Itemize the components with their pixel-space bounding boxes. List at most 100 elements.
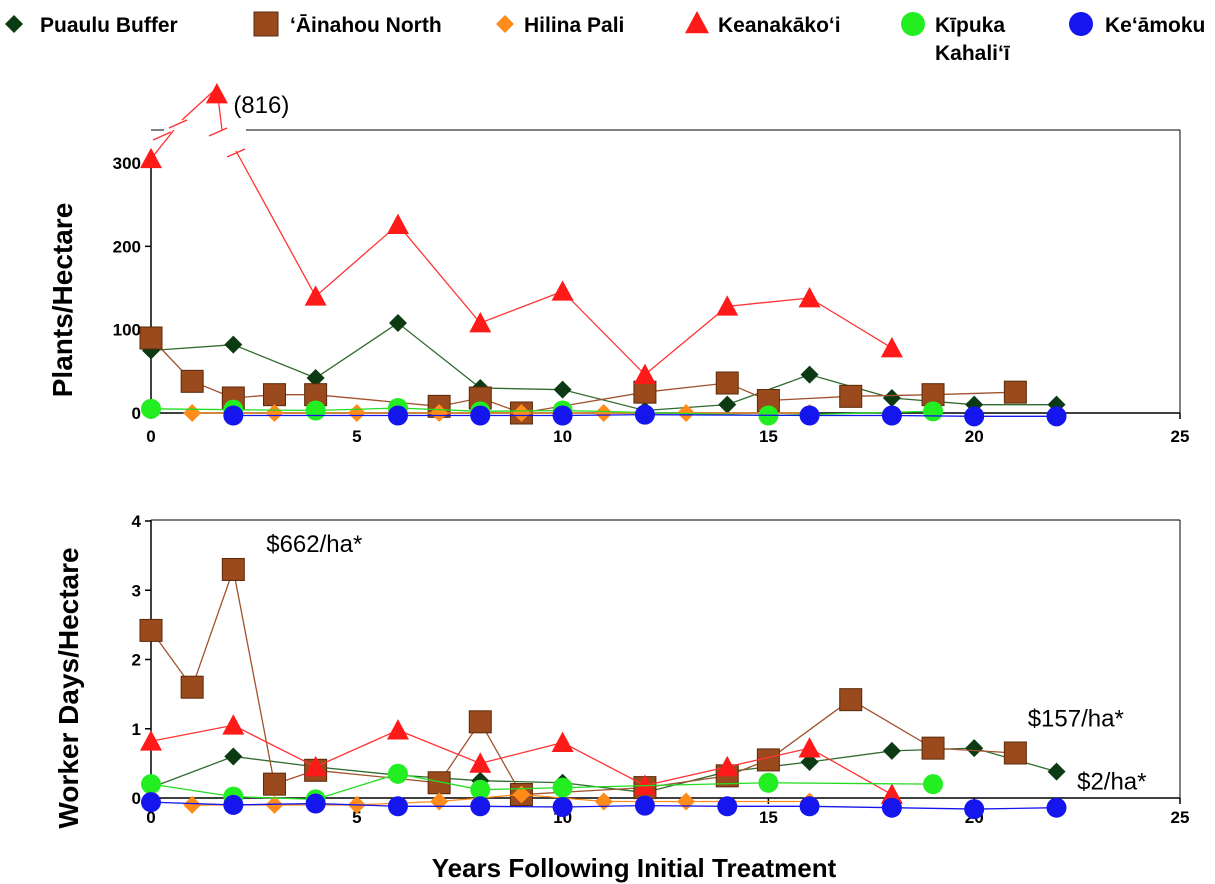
- puaulu-legend-marker: [5, 15, 23, 33]
- series-line: [192, 793, 810, 806]
- data-point: [306, 369, 325, 387]
- series-keamoku: [223, 404, 1067, 427]
- y-tick-label: 1: [132, 720, 141, 739]
- data-point: [964, 406, 985, 427]
- data-point: [880, 337, 903, 358]
- keanakakoi-legend-marker: [685, 11, 709, 34]
- legend-label: ‘Āinahou North: [290, 14, 442, 37]
- data-point: [221, 557, 245, 581]
- data-point: [552, 797, 573, 818]
- data-point: [139, 326, 163, 350]
- data-point: [139, 618, 163, 642]
- data-point: [222, 714, 245, 735]
- axis-break-mark: [168, 119, 188, 129]
- data-point: [141, 398, 161, 419]
- data-point: [717, 796, 738, 817]
- data-point: [223, 794, 244, 815]
- data-point: [512, 404, 531, 422]
- data-point: [1046, 797, 1067, 818]
- data-point: [183, 795, 202, 814]
- data-point: [180, 675, 204, 699]
- axis-break-mark: [152, 131, 172, 141]
- y-tick-label: 4: [132, 512, 142, 531]
- data-point: [633, 380, 657, 404]
- data-point: [470, 779, 491, 800]
- data-point: [304, 755, 327, 777]
- data-point: [633, 774, 656, 795]
- data-point: [512, 785, 531, 804]
- legend-item-kipuka: Kīpuka Kahali‘ī: [901, 12, 1011, 65]
- series-line: [150, 322, 1057, 412]
- legend: Puaulu Buffer ‘Āinahou North Hilina Pali Ke…: [5, 11, 1205, 65]
- data-point: [964, 799, 985, 820]
- x-tick-label: 25: [1171, 808, 1190, 827]
- x-tick-label: 15: [759, 808, 778, 827]
- series-keanakakoi: [140, 714, 903, 804]
- legend-label: Ke‘āmoku: [1105, 14, 1205, 37]
- legend-label: Hilina Pali: [524, 14, 624, 37]
- data-point: [387, 405, 408, 426]
- series-keanakakoi: [140, 83, 903, 385]
- y-tick-label: 3: [132, 581, 141, 600]
- x-tick-label: 10: [553, 427, 572, 446]
- legend-item-puaulu: Puaulu Buffer: [5, 14, 178, 37]
- data-point: [756, 748, 780, 772]
- data-point: [223, 405, 244, 426]
- data-point: [1046, 406, 1067, 427]
- y-tick-label: 0: [132, 789, 141, 808]
- legend-item-hilina: Hilina Pali: [496, 14, 624, 37]
- data-point: [881, 405, 902, 426]
- data-point: [305, 793, 326, 814]
- data-point: [799, 796, 820, 817]
- x-tick-label: 25: [1171, 427, 1190, 446]
- data-point: [387, 763, 408, 784]
- data-point: [224, 747, 243, 766]
- y-tick-label: 100: [113, 321, 141, 340]
- data-point: [881, 797, 902, 818]
- data-point: [304, 285, 327, 306]
- series-line: [150, 724, 893, 796]
- data-point: [430, 792, 449, 811]
- data-point: [262, 772, 286, 796]
- x-tick-label: 5: [352, 427, 361, 446]
- data-point: [469, 752, 492, 773]
- data-point: [1047, 762, 1066, 781]
- data-point: [347, 404, 366, 422]
- data-point: [386, 719, 409, 740]
- data-point: [183, 404, 202, 422]
- series-keamoku: [141, 792, 1067, 820]
- data-point: [758, 772, 779, 793]
- data-point: [551, 280, 574, 301]
- legend-label: Kīpuka: [935, 14, 1005, 37]
- data-point: [140, 147, 162, 169]
- data-point: [923, 774, 944, 795]
- legend-label: Keanakāko‘i: [718, 14, 841, 37]
- data-point: [798, 287, 821, 308]
- series-ainahou: [139, 557, 1027, 807]
- data-point: [551, 731, 574, 752]
- y-tick-label: 0: [132, 404, 141, 423]
- axis-break-mark: [226, 148, 246, 158]
- data-point: [882, 389, 901, 407]
- data-point: [677, 792, 696, 811]
- data-point: [470, 796, 491, 817]
- x-tick-label: 0: [146, 808, 155, 827]
- data-point: [141, 774, 161, 795]
- data-point: [305, 400, 326, 421]
- x-tick-label: 0: [146, 427, 155, 446]
- x-tick-label: 15: [759, 427, 778, 446]
- annotation: $662/ha*: [266, 531, 362, 558]
- data-point: [1003, 741, 1027, 765]
- legend-label-line2: Kahali‘ī: [935, 42, 1011, 65]
- data-point: [716, 295, 739, 316]
- legend-item-keamoku: Ke‘āmoku: [1069, 12, 1205, 37]
- y-axis-title: Worker Days/Hectare: [53, 547, 84, 828]
- series-ainahou: [139, 326, 1027, 425]
- data-point: [387, 796, 408, 817]
- data-point: [965, 739, 984, 758]
- data-point: [880, 783, 903, 804]
- series-kipuka: [141, 398, 944, 426]
- data-point: [468, 710, 492, 734]
- data-point: [716, 755, 739, 777]
